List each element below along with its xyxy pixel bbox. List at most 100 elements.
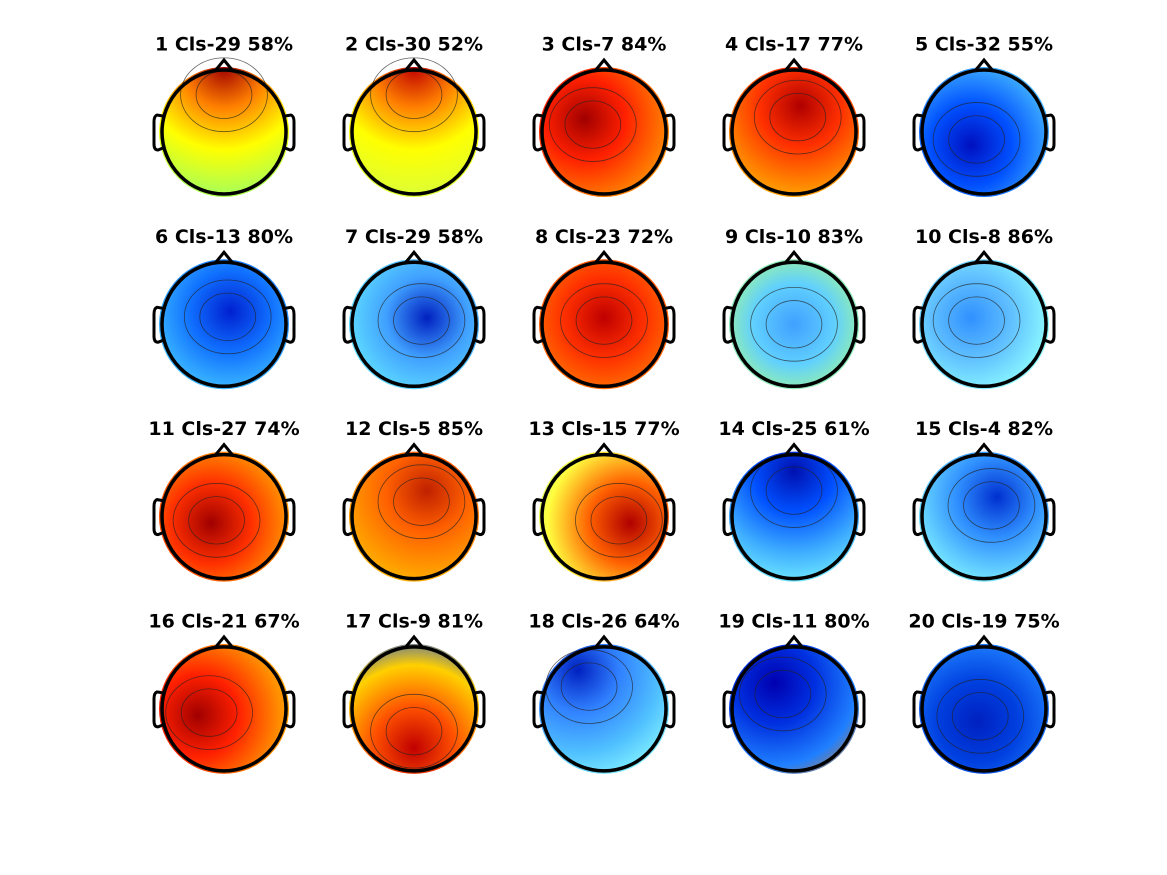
panel: 19 Cls-11 80% [718,610,870,774]
scalp-fill [539,643,669,774]
left-ear [152,305,164,344]
scalp-fill [919,259,1049,390]
contour [948,115,1005,164]
left-ear [722,690,734,729]
contour [385,707,443,756]
nose [783,57,805,72]
right-ear [664,113,676,152]
scalp-fill [539,451,669,582]
right-ear [854,113,866,152]
scalp-map [912,57,1056,197]
contour [188,496,245,545]
nose [403,249,425,265]
scalp-fill [159,259,289,390]
nose [403,57,425,72]
panel-title: 4 Cls-17 77% [725,34,863,56]
panel: 15 Cls-4 82% [912,418,1056,582]
head-outline [540,645,668,773]
panel: 17 Cls-9 81% [342,610,486,774]
nose [213,442,235,457]
contour [739,656,827,732]
right-ear [284,690,296,729]
panel: 9 Cls-10 83% [722,226,866,390]
contour [393,296,450,345]
scalp-map [912,442,1056,582]
head-outline [920,260,1048,389]
panel: 2 Cls-30 52% [342,34,486,197]
nose [783,634,805,649]
panel-title: 16 Cls-21 67% [148,610,299,632]
scalp-map [152,634,296,774]
panel-title: 7 Cls-29 58% [345,226,483,248]
left-ear [722,113,734,152]
nose [593,634,615,649]
left-ear [152,690,164,729]
contour [948,296,1005,345]
panel-title: 2 Cls-30 52% [345,34,483,56]
left-ear [342,305,354,344]
head-outline [160,260,288,389]
panel-title: 12 Cls-5 85% [345,418,483,440]
nose [973,442,995,457]
right-ear [854,498,866,537]
contour [370,693,458,769]
contour [180,688,238,737]
contour [750,287,838,362]
contour [549,87,637,162]
panel-title: 19 Cls-11 80% [718,610,869,632]
panel-title: 14 Cls-25 61% [718,418,869,440]
head-outline [540,260,668,389]
panel: 12 Cls-5 85% [342,418,486,582]
scalp-map [342,634,486,774]
contour [165,675,253,750]
left-ear [532,305,544,344]
contour [172,483,261,558]
contour [590,496,648,545]
scalp-fill [919,67,1049,197]
head-outline [730,260,858,389]
scalp-map [342,57,486,197]
panel-title: 9 Cls-10 83% [725,226,863,248]
head-outline [350,68,478,196]
scalp-fill [349,259,479,390]
left-ear [912,690,924,729]
contour [377,464,466,540]
left-ear [722,305,734,344]
panel-title: 5 Cls-32 55% [915,34,1053,56]
scalp-map [342,442,486,582]
right-ear [1044,305,1056,344]
panel: 14 Cls-25 61% [718,418,870,582]
panel-title: 6 Cls-13 80% [155,226,293,248]
head-outline [160,452,288,581]
panel-title: 17 Cls-9 81% [345,610,483,632]
right-ear [1044,113,1056,152]
scalp-map [722,57,866,197]
right-ear [854,690,866,729]
contour [199,292,257,341]
scalp-fill [729,67,859,197]
panel-title: 13 Cls-15 77% [528,418,679,440]
scalp-fill [919,451,1049,582]
right-ear [284,498,296,537]
head-outline [350,645,478,773]
panel-title: 15 Cls-4 82% [915,418,1053,440]
contour [560,283,648,358]
contour [575,296,633,345]
scalp-fill [159,643,289,774]
right-ear [474,305,486,344]
panel: 5 Cls-32 55% [912,34,1056,197]
scalp-map [342,249,486,390]
contour [575,483,663,558]
head-outline [730,452,858,581]
panel: 6 Cls-13 80% [152,226,296,390]
panel-title: 18 Cls-26 64% [528,610,679,632]
panel: 13 Cls-15 77% [528,418,680,582]
right-ear [474,113,486,152]
head-outline [540,68,668,196]
contour [947,468,1036,543]
left-ear [342,113,354,152]
contour [932,283,1021,358]
contour [963,481,1020,530]
panel: 10 Cls-8 86% [912,226,1056,390]
nose [973,57,995,72]
